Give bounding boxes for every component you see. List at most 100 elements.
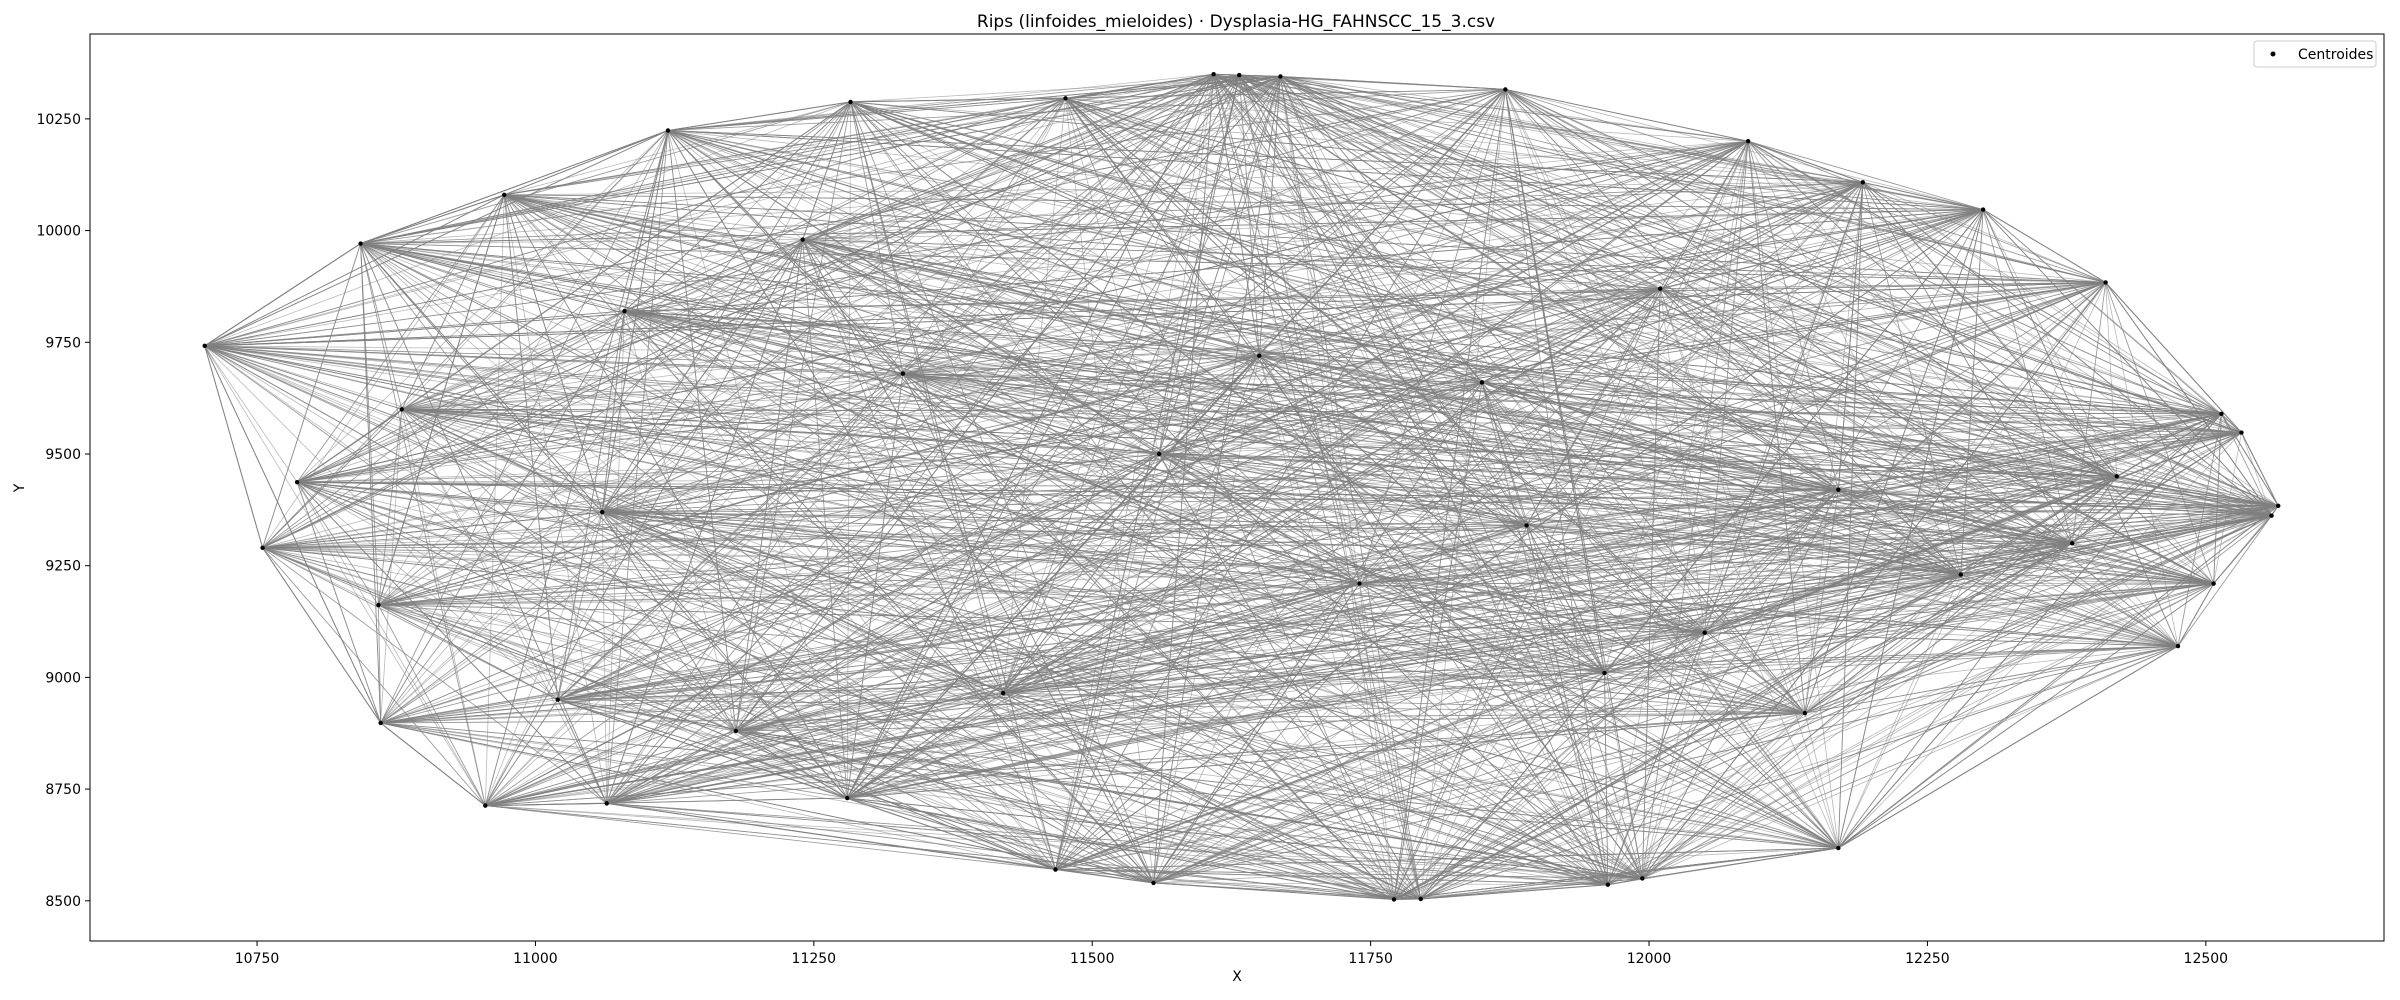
- rips-edge: [1003, 672, 1605, 694]
- rips-edge: [1526, 525, 1605, 674]
- rips-edge: [1238, 74, 1527, 526]
- rips-edge: [557, 525, 1527, 701]
- rips-hull-edge: [380, 722, 486, 807]
- rips-edge: [378, 604, 1705, 634]
- rips-edge: [485, 805, 1643, 879]
- y-tick-label: 10000: [36, 224, 81, 240]
- rips-edge: [204, 345, 1643, 879]
- x-axis-ticks: 10750 11000 11250 11500 11750 12000 12250 12500: [235, 941, 2228, 967]
- y-tick-label: 10250: [36, 112, 81, 128]
- rips-edge: [1238, 75, 1360, 584]
- rips-edge: [1158, 453, 1839, 849]
- rips-edge: [378, 409, 403, 606]
- rips-edge: [1055, 505, 2279, 870]
- rips-edge: [624, 101, 851, 312]
- rips-edge: [667, 76, 1281, 131]
- rips-edge: [1055, 288, 1661, 870]
- rips-edge: [1837, 182, 1864, 849]
- rips-edge: [484, 194, 505, 806]
- rips-edge: [557, 288, 1661, 701]
- centroid-point: [1524, 523, 1529, 528]
- rips-edge: [802, 89, 1506, 240]
- rips-edge: [850, 76, 1281, 103]
- rips-edge: [378, 604, 848, 799]
- rips-edge: [262, 547, 486, 806]
- rips-edge: [557, 699, 1608, 886]
- centroid-point: [1980, 207, 1986, 212]
- rips-edge: [2177, 515, 2272, 647]
- rips-edge: [2071, 543, 2179, 647]
- rips-edge: [1420, 632, 1705, 900]
- rips-edge: [1526, 182, 1864, 526]
- rips-edge: [401, 373, 903, 410]
- rips-edge: [401, 408, 1004, 694]
- rips-edge: [504, 194, 2117, 477]
- rips-edge: [1002, 453, 1160, 694]
- rips-edge: [602, 181, 1863, 513]
- rips-edge: [296, 310, 625, 483]
- rips-edge: [735, 542, 2073, 732]
- rips-edge: [1003, 574, 1961, 694]
- rips-edge: [1982, 209, 2179, 647]
- rips-edge: [1003, 525, 1527, 694]
- rips-edge: [902, 373, 2214, 584]
- rips-edge: [847, 282, 2106, 799]
- y-tick-label: 8750: [45, 782, 81, 798]
- rips-edge: [2241, 432, 2272, 516]
- rips-edge: [1982, 209, 2272, 516]
- rips-edge: [378, 89, 1506, 606]
- chart-title: Rips (linfoides_mieloides) · Dysplasia-H…: [977, 12, 1495, 32]
- rips-edge: [624, 310, 1154, 884]
- rips-edge: [1862, 182, 2214, 584]
- rips-edge: [606, 101, 851, 804]
- rips-hull-edge: [1280, 75, 1506, 90]
- rips-edge: [606, 73, 1214, 804]
- rips-edge: [296, 481, 486, 806]
- y-axis-title: Y: [12, 483, 28, 493]
- rips-edge: [1259, 355, 2222, 415]
- rips-edge: [204, 345, 1961, 576]
- rips-edge: [1280, 76, 1609, 885]
- rips-edge: [1505, 89, 2222, 415]
- rips-edge: [1159, 413, 2222, 455]
- x-tick-label: 11500: [1070, 951, 1115, 967]
- rips-edge: [1055, 475, 2117, 870]
- rips-edge: [1747, 140, 2073, 544]
- rips-edge: [735, 89, 1506, 732]
- rips-edge: [1505, 89, 1962, 575]
- rips-edge: [1481, 382, 2279, 507]
- rips-edge: [1158, 75, 1240, 455]
- x-tick-label: 10750: [235, 951, 280, 967]
- legend-marker: [2270, 51, 2276, 57]
- rips-edge: [204, 130, 669, 347]
- rips-edge: [667, 89, 1506, 131]
- rips-edge: [1607, 645, 2179, 886]
- legend: Centroides: [2253, 40, 2377, 68]
- rips-edge: [601, 130, 669, 513]
- y-axis-ticks: 8500 8750 9000 9250 9500 9750 10000 10250: [36, 112, 90, 910]
- rips-edge: [1239, 74, 2106, 283]
- rips-edge: [380, 140, 1749, 724]
- rips-edge: [504, 76, 1281, 196]
- centroid-point: [1802, 710, 1808, 716]
- rips-edge: [262, 76, 1281, 549]
- rips-edge: [1641, 182, 1864, 879]
- rips-edge: [380, 310, 625, 724]
- centroid-point: [294, 479, 300, 485]
- rips-edge: [602, 511, 1608, 886]
- rips-edge: [296, 408, 403, 483]
- rips-edge: [1747, 141, 1962, 575]
- rips-edge: [262, 542, 2073, 549]
- rips-edge: [1359, 505, 2279, 584]
- rips-edge: [1259, 355, 1605, 674]
- rips-edge: [902, 373, 1160, 455]
- rips-edge: [1213, 73, 1527, 526]
- centroid-point: [2175, 643, 2181, 649]
- rips-edge: [1526, 141, 1749, 526]
- rips-edge: [602, 511, 1805, 714]
- rips-edge: [401, 408, 1608, 886]
- rips-edge: [606, 797, 848, 804]
- rips-edge: [1526, 525, 2214, 584]
- rips-edge: [602, 511, 1643, 879]
- rips-edge: [204, 345, 1839, 849]
